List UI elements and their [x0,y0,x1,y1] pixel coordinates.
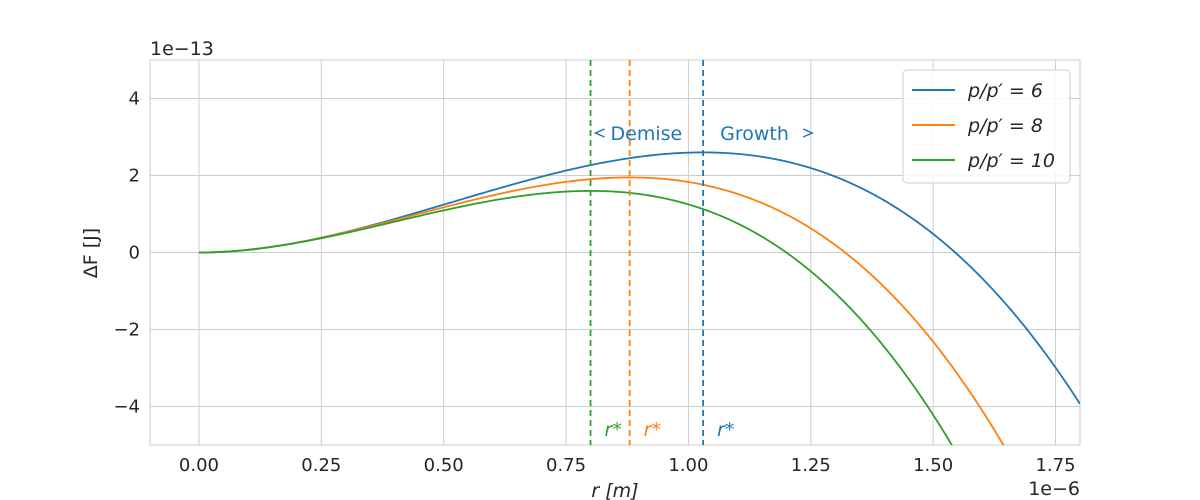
growth-label: Growth [720,123,789,145]
y-tick-label: −2 [113,320,140,341]
series-line [198,190,953,445]
y-multiplier: 1e−13 [150,38,214,60]
x-tick-label: 1.25 [791,455,831,476]
demise-arrow [593,128,605,138]
r-star-label: r* [644,419,661,441]
y-tick-labels: −4 −2 0 2 4 [113,89,140,418]
r-star-label: r* [717,419,734,441]
legend-label: p/p′ = 8 [967,115,1043,137]
plot-frame [149,59,1081,446]
y-tick-label: 4 [129,89,140,110]
legend-box [902,69,1071,184]
annotations: Demise Growth [593,123,814,145]
x-tick-label: 0.25 [301,455,341,476]
x-tick-label: 0.50 [424,455,464,476]
x-tick-label: 1.50 [913,455,953,476]
legend-label: p/p′ = 10 [967,150,1055,172]
curves [198,151,1080,445]
legend: p/p′ = 6 p/p′ = 8 p/p′ = 10 [902,69,1071,184]
y-axis-label: ΔF [J] [80,228,102,278]
vertical-lines: r* r* r* [589,60,734,445]
x-tick-label: 0.00 [179,455,219,476]
x-tick-label: 1.00 [668,455,708,476]
y-tick-label: 0 [129,243,140,264]
legend-label: p/p′ = 6 [967,80,1043,102]
x-tick-label: 0.75 [546,455,586,476]
x-tick-label: 1.75 [1035,455,1075,476]
y-tick-label: −4 [113,397,140,418]
r-star-label: r* [605,419,622,441]
growth-arrow [802,128,814,138]
x-tick-labels: 0.00 0.25 0.50 0.75 1.00 1.25 1.50 1.75 [179,455,1076,476]
y-tick-label: 2 [129,166,140,187]
x-axis-label: r [m] [591,480,638,500]
demise-label: Demise [611,123,683,145]
x-multiplier: 1e−6 [1028,478,1080,500]
